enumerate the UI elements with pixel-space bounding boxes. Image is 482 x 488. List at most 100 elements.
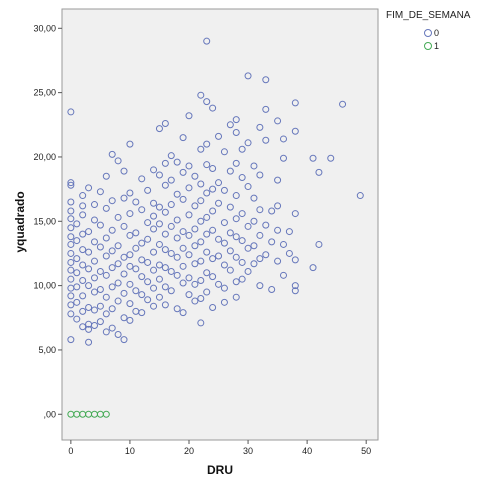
data-point-series-0 (102, 234, 110, 242)
data-point-series-0 (90, 201, 98, 209)
data-point-series-0 (114, 157, 122, 165)
data-point-series-0 (167, 222, 175, 230)
data-point-series-0 (108, 247, 116, 255)
data-point-series-0 (150, 284, 158, 292)
data-point-series-0 (126, 210, 134, 218)
data-point-series-0 (244, 139, 252, 147)
data-point-series-0 (215, 199, 223, 207)
data-point-series-0 (215, 280, 223, 288)
data-point-series-0 (256, 171, 264, 179)
data-point-series-0 (268, 207, 276, 215)
data-point-series-0 (67, 336, 75, 344)
data-point-series-0 (238, 258, 246, 266)
data-point-series-0 (161, 181, 169, 189)
data-point-series-0 (238, 275, 246, 283)
data-point-series-0 (185, 184, 193, 192)
data-point-series-0 (114, 260, 122, 268)
data-point-series-0 (262, 221, 270, 229)
data-point-series-0 (250, 242, 258, 250)
data-point-series-0 (185, 291, 193, 299)
data-point-series-0 (256, 255, 264, 263)
data-point-series-0 (102, 172, 110, 180)
data-point-series-0 (197, 217, 205, 225)
data-point-series-0 (67, 224, 75, 232)
data-point-series-0 (179, 279, 187, 287)
data-point-series-0 (108, 305, 116, 313)
legend: FIM_DE_SEMANA 01 (386, 10, 471, 51)
data-point-series-0 (274, 226, 282, 234)
data-point-series-0 (126, 262, 134, 270)
data-point-series-0 (232, 192, 240, 200)
data-point-series-0 (167, 267, 175, 275)
data-point-series-0 (132, 265, 140, 273)
legend-label: 1 (434, 41, 439, 51)
data-point-series-0 (108, 197, 116, 205)
data-point-series-0 (114, 297, 122, 305)
data-point-series-0 (73, 269, 81, 277)
data-point-series-0 (167, 176, 175, 184)
data-point-series-0 (120, 222, 128, 230)
data-point-series-0 (250, 194, 258, 202)
data-point-series-0 (197, 238, 205, 246)
data-point-series-0 (285, 228, 293, 236)
data-point-series-0 (185, 231, 193, 239)
data-point-series-0 (226, 203, 234, 211)
data-point-series-0 (226, 266, 234, 274)
data-point-series-0 (85, 303, 93, 311)
data-point-series-0 (327, 154, 335, 162)
data-point-series-0 (108, 283, 116, 291)
data-point-series-0 (274, 176, 282, 184)
data-point-series-0 (197, 180, 205, 188)
data-point-series-0 (279, 271, 287, 279)
data-point-series-0 (144, 258, 152, 266)
data-point-series-0 (132, 244, 140, 252)
data-point-series-0 (215, 132, 223, 140)
data-point-series-0 (114, 213, 122, 221)
data-point-series-0 (220, 261, 228, 269)
data-point-series-0 (262, 251, 270, 259)
data-point-series-0 (185, 211, 193, 219)
data-point-series-0 (155, 261, 163, 269)
data-point-series-0 (291, 256, 299, 264)
data-point-series-0 (215, 179, 223, 187)
data-point-series-0 (238, 210, 246, 218)
data-point-series-0 (197, 294, 205, 302)
data-point-series-0 (85, 228, 93, 236)
data-point-series-0 (238, 174, 246, 182)
data-point-series-0 (291, 282, 299, 290)
data-point-series-0 (90, 238, 98, 246)
data-point-series-0 (167, 152, 175, 160)
data-point-series-0 (244, 183, 252, 191)
data-point-series-0 (220, 219, 228, 227)
data-point-series-0 (315, 240, 323, 248)
y-tick-label: 5,00 (38, 345, 56, 355)
data-point-series-0 (102, 252, 110, 260)
data-point-series-0 (203, 213, 211, 221)
data-point-series-0 (67, 292, 75, 300)
legend-items: 01 (424, 28, 439, 51)
data-point-series-0 (256, 123, 264, 131)
data-point-series-0 (167, 201, 175, 209)
data-point-series-0 (274, 117, 282, 125)
data-point-series-0 (108, 150, 116, 158)
data-point-series-0 (291, 99, 299, 107)
data-point-series-0 (67, 258, 75, 266)
data-point-series-0 (126, 316, 134, 324)
data-point-series-0 (67, 275, 75, 283)
data-point-series-0 (85, 282, 93, 290)
data-point-series-0 (96, 318, 104, 326)
x-tick-label: 10 (125, 446, 135, 456)
data-point-series-0 (161, 208, 169, 216)
data-point-series-0 (203, 248, 211, 256)
data-point-series-0 (79, 202, 87, 210)
data-point-series-0 (167, 287, 175, 295)
data-point-series-0 (79, 246, 87, 254)
data-point-series-0 (96, 302, 104, 310)
data-point-series-0 (256, 231, 264, 239)
data-point-series-0 (209, 104, 217, 112)
data-point-series-0 (155, 275, 163, 283)
data-point-series-0 (173, 305, 181, 313)
data-point-series-0 (209, 255, 217, 263)
data-point-series-0 (138, 256, 146, 264)
